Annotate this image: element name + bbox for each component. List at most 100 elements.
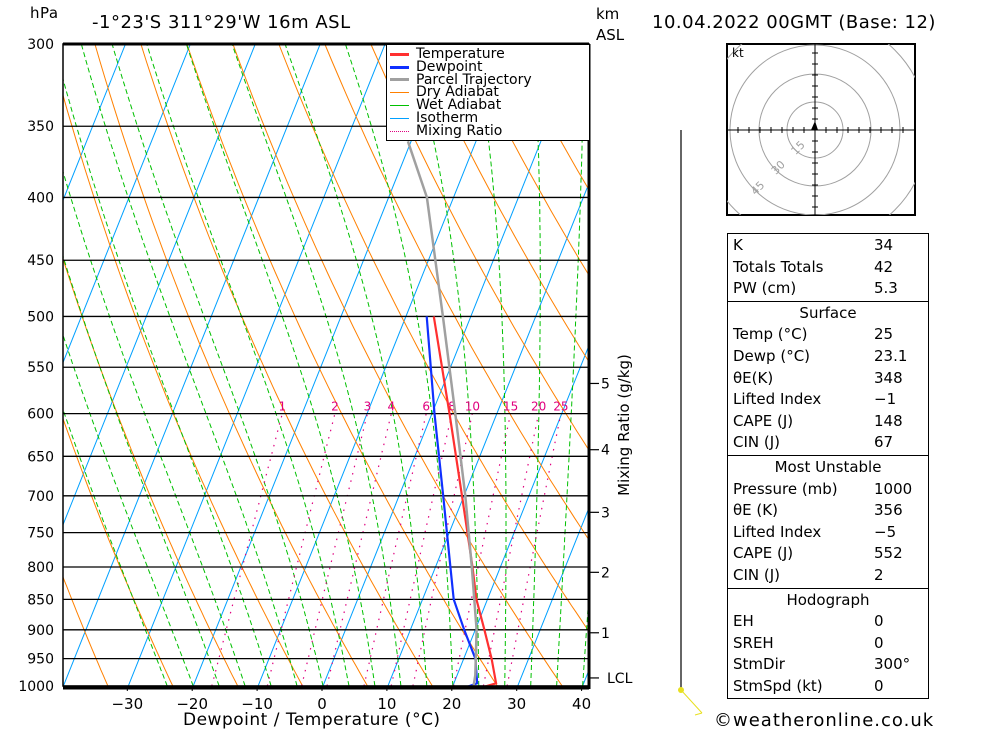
legend-swatch-icon — [390, 52, 409, 56]
pressure-tick-label: 700 — [27, 489, 54, 505]
mixing-ratio-line — [412, 413, 473, 686]
temperature-tick-label: 30 — [507, 695, 526, 713]
indices-table: K 34 Totals Totals 42 PW (cm) 5.3 Surface Temp… — [727, 233, 929, 700]
index-value: 42 — [874, 257, 894, 276]
index-label: Pressure (mb) — [733, 479, 838, 498]
dry-adiabat-line — [324, 44, 589, 541]
dry-adiabat-line — [462, 44, 589, 277]
wet-adiabat-line — [185, 44, 376, 686]
index-row: SREH 0 — [733, 633, 928, 655]
wet-adiabat-line — [63, 170, 246, 686]
mixing-ratio-line — [266, 413, 336, 686]
index-row: StmDir 300° — [733, 654, 928, 676]
index-row: Lifted Index −1 — [733, 389, 928, 411]
legend-item: Temperature — [387, 46, 589, 62]
mixing-ratio-line — [363, 413, 427, 686]
mixing-ratio-label: 6 — [422, 400, 430, 414]
mixing-ratio-line — [326, 413, 392, 686]
height-tick-label: 3 — [601, 505, 610, 521]
index-value: −1 — [874, 390, 897, 409]
wet-adiabat-line — [63, 77, 272, 686]
mixing-ratio-line — [211, 413, 283, 686]
height-tick-label: 1 — [601, 626, 610, 642]
index-value: 356 — [874, 501, 903, 520]
dry-adiabat-line — [416, 44, 589, 363]
index-value: 5.3 — [874, 279, 898, 298]
wet-adiabat-line — [63, 407, 168, 686]
index-label: Dewp (°C) — [733, 346, 811, 365]
isotherm-line — [0, 7, 10, 712]
dry-adiabat-line — [232, 44, 563, 686]
km-unit-label: km — [596, 5, 620, 23]
dry-adiabat-line — [140, 44, 433, 686]
index-row: CAPE (J) 148 — [733, 411, 928, 433]
index-row: Temp (°C) 25 — [733, 324, 928, 346]
pressure-unit-label: hPa — [30, 4, 59, 22]
index-value: 23.1 — [874, 346, 908, 365]
legend-label: Parcel Trajectory — [416, 71, 532, 88]
index-label: StmSpd (kt) — [733, 676, 823, 695]
index-value: 552 — [874, 544, 903, 563]
index-row: CIN (J) 2 — [733, 565, 928, 587]
index-label: Lifted Index — [733, 390, 822, 409]
legend-label: Mixing Ratio — [416, 122, 503, 139]
mixing-ratio-line — [301, 413, 368, 686]
index-label: CAPE (J) — [733, 544, 794, 563]
dry-adiabat-line — [63, 417, 174, 686]
isotherm-line — [63, 44, 256, 527]
location-title: -1°23'S 311°29'W 16m ASL — [92, 12, 351, 33]
legend-item: Parcel Trajectory — [387, 71, 589, 88]
parcel-trajectory-profile — [406, 140, 478, 686]
index-row: Dewp (°C) 23.1 — [733, 346, 928, 368]
legend-label: Dewpoint — [416, 58, 483, 75]
index-value: 2 — [874, 565, 884, 584]
section-title: Most Unstable — [774, 457, 882, 476]
temperature-tick-label: 10 — [377, 695, 396, 713]
legend-item: Dewpoint — [387, 58, 589, 75]
legend-label: Temperature — [416, 46, 505, 62]
index-value: 300° — [874, 655, 911, 674]
index-row: Pressure (mb) 1000 — [733, 479, 928, 501]
index-value: 34 — [874, 236, 894, 254]
general-indices: K 34 Totals Totals 42 PW (cm) 5.3 — [728, 234, 928, 301]
index-row: EH 0 — [733, 611, 928, 633]
asl-unit-label: ASL — [596, 26, 625, 44]
wet-adiabat-line — [63, 333, 194, 686]
index-row: Totals Totals 42 — [733, 257, 928, 279]
legend-item: Wet Adiabat — [387, 97, 589, 114]
dry-adiabat-line — [986, 7, 1000, 712]
pressure-tick-label: 1000 — [18, 679, 54, 695]
mixing-ratio-line — [453, 413, 512, 686]
legend-swatch-icon — [390, 78, 409, 82]
dewpoint-profile — [425, 316, 479, 686]
index-row: Lifted Index −5 — [733, 522, 928, 544]
section-title: Surface — [799, 303, 857, 322]
index-label: Lifted Index — [733, 522, 822, 541]
index-label: θE(K) — [733, 368, 774, 387]
pressure-tick-label: 350 — [27, 119, 54, 135]
mixing-ratio-label: 25 — [553, 400, 568, 414]
temperature-tick-label: −20 — [176, 695, 208, 713]
isotherm-line — [387, 181, 589, 686]
mixing-ratio-label: 2 — [331, 400, 339, 414]
mixing-ratio-label: 4 — [387, 400, 395, 414]
index-label: Temp (°C) — [733, 325, 808, 344]
pressure-tick-label: 450 — [27, 253, 54, 269]
legend-swatch-icon — [390, 92, 409, 94]
index-label: PW (cm) — [733, 279, 797, 298]
index-value: 0 — [874, 633, 884, 652]
mixing-ratio-line — [390, 413, 453, 686]
section-title: Hodograph — [786, 590, 870, 609]
index-label: EH — [733, 612, 754, 631]
temperature-tick-label: 40 — [572, 695, 591, 713]
index-row: θE (K) 356 — [733, 500, 928, 522]
x-axis-label: Dewpoint / Temperature (°C) — [183, 710, 441, 730]
wet-adiabat-line — [344, 44, 454, 686]
dry-adiabat-line — [941, 7, 1000, 712]
mixing-ratio-label: 3 — [364, 400, 372, 414]
legend-label: Wet Adiabat — [416, 97, 502, 114]
index-value: 148 — [874, 411, 903, 430]
copyright-footer: ©weatheronline.co.uk — [714, 710, 935, 731]
pressure-tick-label: 600 — [27, 407, 54, 423]
height-tick-label: 4 — [601, 443, 610, 459]
